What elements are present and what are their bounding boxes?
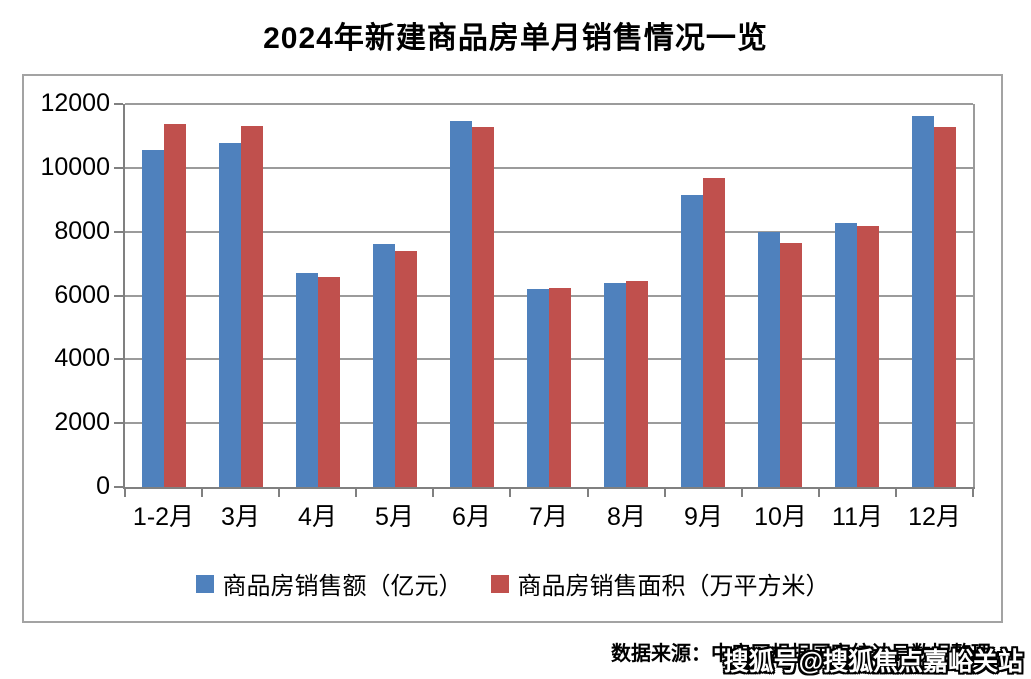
bar-sales-value-3月: [219, 143, 241, 487]
x-axis-label-5月: 5月: [375, 503, 414, 531]
y-tick: [114, 422, 123, 424]
x-tick: [201, 489, 203, 497]
y-axis-line: [123, 104, 125, 489]
watermark: 搜狐号@搜狐焦点嘉峪关站: [723, 648, 1023, 676]
y-axis-label: 6000: [54, 281, 110, 309]
legend-item-sales-area: 商品房销售面积（万平方米）: [490, 566, 830, 601]
x-tick: [432, 489, 434, 497]
bar-sales-value-5月: [373, 244, 395, 487]
x-axis-label-11月: 11月: [832, 503, 883, 531]
x-tick: [972, 489, 974, 497]
y-axis-label: 12000: [40, 89, 110, 117]
x-axis-label-6月: 6月: [452, 503, 491, 531]
legend-swatch-icon: [490, 574, 509, 593]
x-axis-label-7月: 7月: [529, 503, 568, 531]
x-axis-label-1-2月: 1-2月: [132, 503, 195, 531]
x-tick: [278, 489, 280, 497]
y-axis-label: 2000: [54, 408, 110, 436]
bar-sales-value-8月: [604, 283, 626, 487]
y-axis-label: 0: [96, 472, 110, 500]
x-tick: [818, 489, 820, 497]
x-axis-label-10月: 10月: [754, 503, 807, 531]
legend-swatch-icon: [195, 574, 214, 593]
y-tick: [114, 486, 123, 488]
bar-sales-area-10月: [780, 243, 802, 487]
y-tick: [114, 167, 123, 169]
bar-sales-value-6月: [450, 121, 472, 487]
bar-sales-area-5月: [395, 251, 417, 487]
bar-sales-value-9月: [681, 195, 703, 487]
legend-label: 商品房销售面积（万平方米）: [517, 573, 830, 600]
bar-sales-area-12月: [934, 127, 956, 487]
y-axis-label: 10000: [40, 153, 110, 181]
bar-sales-area-8月: [626, 281, 648, 487]
bar-sales-area-4月: [318, 277, 340, 487]
x-tick: [664, 489, 666, 497]
chart-frame: 商品房销售额（亿元） 商品房销售面积（万平方米） 0 2000 4000 6000 800…: [22, 74, 1003, 623]
chart-title: 2024年新建商品房单月销售情况一览: [263, 22, 768, 55]
bar-sales-value-11月: [835, 223, 857, 487]
x-axis-label-9月: 9月: [684, 503, 723, 531]
gridline-12000: [125, 103, 973, 105]
y-tick: [114, 103, 123, 105]
bar-sales-value-12月: [912, 116, 934, 487]
y-axis-label: 8000: [54, 217, 110, 245]
x-axis-label-3月: 3月: [221, 503, 260, 531]
bar-sales-value-7月: [527, 289, 549, 487]
x-tick: [587, 489, 589, 497]
gridline-10000: [125, 167, 973, 169]
x-tick: [895, 489, 897, 497]
x-axis-label-8月: 8月: [607, 503, 646, 531]
bar-sales-value-1-2月: [142, 150, 164, 487]
y-tick: [114, 358, 123, 360]
bar-sales-area-6月: [472, 127, 494, 487]
gridline-8000: [125, 231, 973, 233]
bar-sales-area-1-2月: [164, 124, 186, 487]
bar-sales-area-9月: [703, 178, 725, 487]
bar-sales-area-11月: [857, 226, 879, 487]
legend: 商品房销售额（亿元） 商品房销售面积（万平方米）: [24, 566, 1001, 601]
x-axis-label-4月: 4月: [298, 503, 337, 531]
y-axis-label: 4000: [54, 344, 110, 372]
x-tick: [124, 489, 126, 497]
bar-sales-area-3月: [241, 126, 263, 487]
bar-sales-value-10月: [758, 232, 780, 487]
source-note: 数据来源：中房网根据国家统计局数据整理: [611, 643, 991, 665]
x-axis-line: [123, 487, 975, 489]
bar-sales-area-7月: [549, 288, 571, 487]
x-tick: [509, 489, 511, 497]
bar-sales-value-4月: [296, 273, 318, 487]
x-axis-label-12月: 12月: [908, 503, 961, 531]
y-tick: [114, 231, 123, 233]
legend-item-sales-value: 商品房销售额（亿元）: [195, 566, 463, 601]
y-tick: [114, 295, 123, 297]
legend-label: 商品房销售额（亿元）: [222, 573, 463, 600]
plot-right-border: [973, 104, 975, 487]
x-tick: [355, 489, 357, 497]
x-tick: [741, 489, 743, 497]
